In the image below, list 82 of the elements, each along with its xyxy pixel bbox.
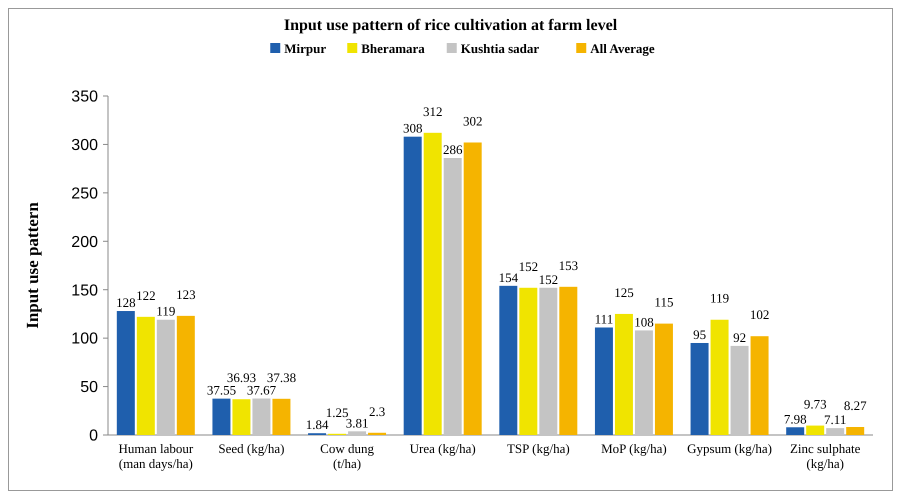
bar — [614, 314, 633, 435]
bar — [730, 346, 749, 435]
legend-label: Mirpur — [284, 41, 326, 56]
y-tick-label: 300 — [71, 137, 98, 154]
bar — [806, 426, 824, 435]
bar — [232, 399, 250, 435]
x-tick-label: Gypsum (kg/ha) — [687, 441, 772, 456]
data-label: 154 — [498, 270, 519, 285]
bar — [710, 320, 729, 435]
data-label: 1.84 — [306, 417, 329, 432]
bar — [750, 336, 769, 435]
data-label: 312 — [422, 104, 442, 119]
bar — [176, 316, 195, 435]
data-label: 286 — [442, 142, 463, 157]
data-label: 308 — [402, 120, 422, 136]
bar — [594, 327, 613, 435]
bar — [690, 342, 709, 435]
x-tick-label: Zinc sulphate (kg/ha) — [790, 441, 861, 471]
bar — [116, 311, 135, 435]
bar — [499, 286, 518, 435]
data-label: 95 — [693, 326, 706, 342]
data-label: 119 — [156, 304, 176, 319]
bar — [444, 158, 462, 435]
y-tick-label: 0 — [89, 428, 98, 445]
chart-title: Input use pattern of rice cultivation at farm level — [284, 17, 618, 34]
data-label: 9.73 — [804, 396, 827, 412]
y-tick-label: 150 — [71, 282, 98, 300]
data-label: 122 — [136, 288, 156, 303]
bar — [212, 398, 230, 435]
bar — [272, 398, 290, 435]
data-label: 37.67 — [246, 382, 277, 398]
data-label: 125 — [614, 284, 634, 300]
x-tick-label: Human labour (man days/ha) — [118, 441, 194, 471]
y-tick-label: 200 — [71, 234, 98, 251]
data-label: 111 — [594, 311, 614, 326]
x-tick-label: TSP (kg/ha) — [506, 441, 570, 456]
x-tick-label: Urea (kg/ha) — [410, 441, 476, 456]
bar — [654, 324, 673, 435]
bar — [136, 316, 155, 435]
data-label: 8.27 — [844, 398, 868, 413]
legend-label: All Average — [590, 41, 655, 56]
bar — [519, 288, 538, 435]
bar — [559, 286, 578, 435]
bar — [424, 132, 442, 435]
bar — [348, 431, 366, 435]
y-axis-title: Input use pattern — [23, 202, 42, 329]
bar — [464, 142, 482, 435]
data-label: 92 — [733, 330, 746, 345]
data-label: 115 — [654, 294, 674, 310]
data-label: 7.98 — [784, 411, 807, 426]
data-label: 123 — [176, 286, 196, 302]
bar — [404, 136, 422, 435]
x-tick-label: Seed (kg/ha) — [218, 441, 284, 456]
y-tick-label: 100 — [71, 330, 98, 348]
data-label: 302 — [462, 113, 482, 128]
data-label: 119 — [710, 290, 730, 306]
bar — [786, 427, 804, 435]
data-label: 152 — [518, 258, 538, 274]
x-tick-label: MoP (kg/ha) — [601, 441, 667, 456]
data-label: 153 — [558, 258, 578, 273]
data-label: 108 — [634, 314, 654, 330]
bar — [156, 320, 175, 435]
data-label: 37.38 — [266, 370, 296, 385]
data-label: 152 — [538, 272, 558, 287]
y-tick-label: 50 — [80, 379, 98, 396]
bar — [826, 428, 844, 435]
bar — [846, 426, 864, 435]
bar — [252, 398, 270, 435]
data-label: 1.25 — [326, 404, 348, 420]
data-label: 36.93 — [226, 370, 256, 386]
data-label: 7.11 — [824, 412, 846, 428]
data-label: 2.3 — [368, 404, 386, 419]
data-label: 37.55 — [206, 382, 236, 398]
y-tick-label: 350 — [71, 88, 98, 106]
x-tick-label: Cow dung (t/ha) — [320, 441, 374, 471]
bar — [634, 330, 653, 435]
legend-label: Kushtia sadar — [460, 41, 540, 56]
data-label: 128 — [116, 295, 136, 310]
bar — [539, 288, 558, 435]
legend-label: Bheramara — [361, 41, 426, 56]
data-label: 102 — [750, 307, 770, 322]
y-tick-label: 250 — [71, 185, 98, 202]
